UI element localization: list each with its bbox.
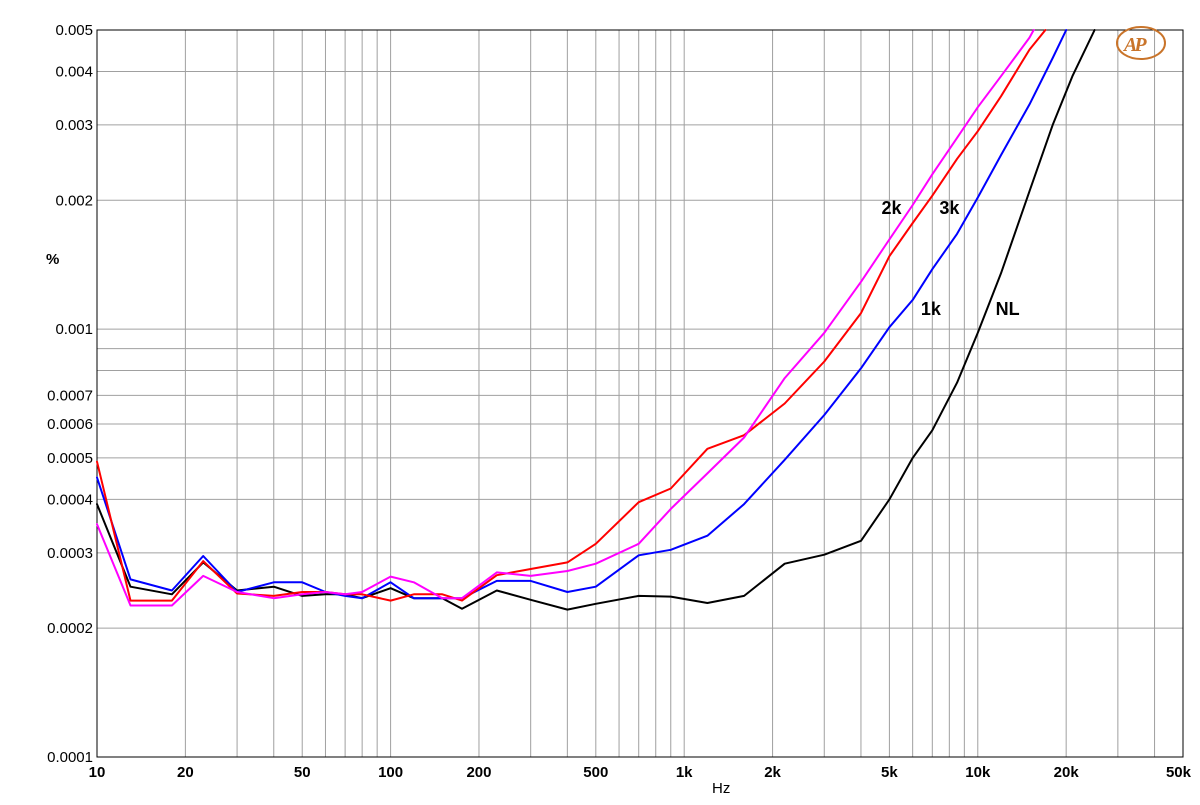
y-tick-label: 0.005 [55, 22, 93, 39]
series-label-2k: 2k [882, 198, 903, 218]
y-tick-label: 0.001 [55, 321, 93, 338]
y-tick-label: 0.003 [55, 117, 93, 134]
y-tick-label: 0.004 [55, 63, 93, 80]
x-tick-label: 50k [1166, 764, 1192, 781]
x-tick-labels: 10 20 50 100 200 500 1k 2k 5k 10k 20k 50k [89, 764, 1192, 781]
x-tick-label: 500 [583, 764, 608, 781]
y-tick-label: 0.0001 [47, 749, 93, 766]
x-tick-label: 20 [177, 764, 194, 781]
x-axis-label: Hz [712, 780, 730, 797]
x-tick-label: 2k [764, 764, 781, 781]
x-tick-label: 100 [378, 764, 403, 781]
series-line-3k [96, 29, 1047, 602]
ap-logo: AP [1116, 26, 1166, 60]
series-label-1k: 1k [921, 299, 942, 319]
y-tick-label: 0.0007 [47, 387, 93, 404]
series-label-3k: 3k [939, 198, 960, 218]
grid-lines [96, 29, 1184, 758]
series-label-nl: NL [996, 299, 1020, 319]
y-axis-label: % [46, 251, 59, 268]
x-tick-label: 200 [466, 764, 491, 781]
x-tick-label: 20k [1054, 764, 1080, 781]
y-tick-label: 0.0004 [47, 491, 93, 508]
ap-logo-ring [1116, 26, 1166, 60]
y-tick-label: 0.0005 [47, 450, 93, 467]
y-tick-label: 0.002 [55, 192, 93, 209]
series-line-1k [96, 29, 1068, 600]
series-labels: NL 1k 3k 2k [882, 198, 1020, 319]
ap-logo-text: AP [1122, 34, 1147, 56]
x-tick-label: 5k [881, 764, 898, 781]
x-tick-label: 10 [89, 764, 106, 781]
x-tick-label: 50 [294, 764, 311, 781]
series-group [96, 29, 1096, 611]
series-line-2k [96, 29, 1035, 607]
y-tick-label: 0.0002 [47, 620, 93, 637]
x-tick-label: 10k [965, 764, 991, 781]
x-tick-label: 1k [676, 764, 693, 781]
plot-area-frame [96, 29, 1184, 758]
y-tick-label: 0.0006 [47, 416, 93, 433]
y-tick-label: 0.0003 [47, 545, 93, 562]
y-tick-labels: 0.005 0.004 0.003 0.002 0.001 0.0007 0.0006 0.0… [47, 22, 93, 766]
